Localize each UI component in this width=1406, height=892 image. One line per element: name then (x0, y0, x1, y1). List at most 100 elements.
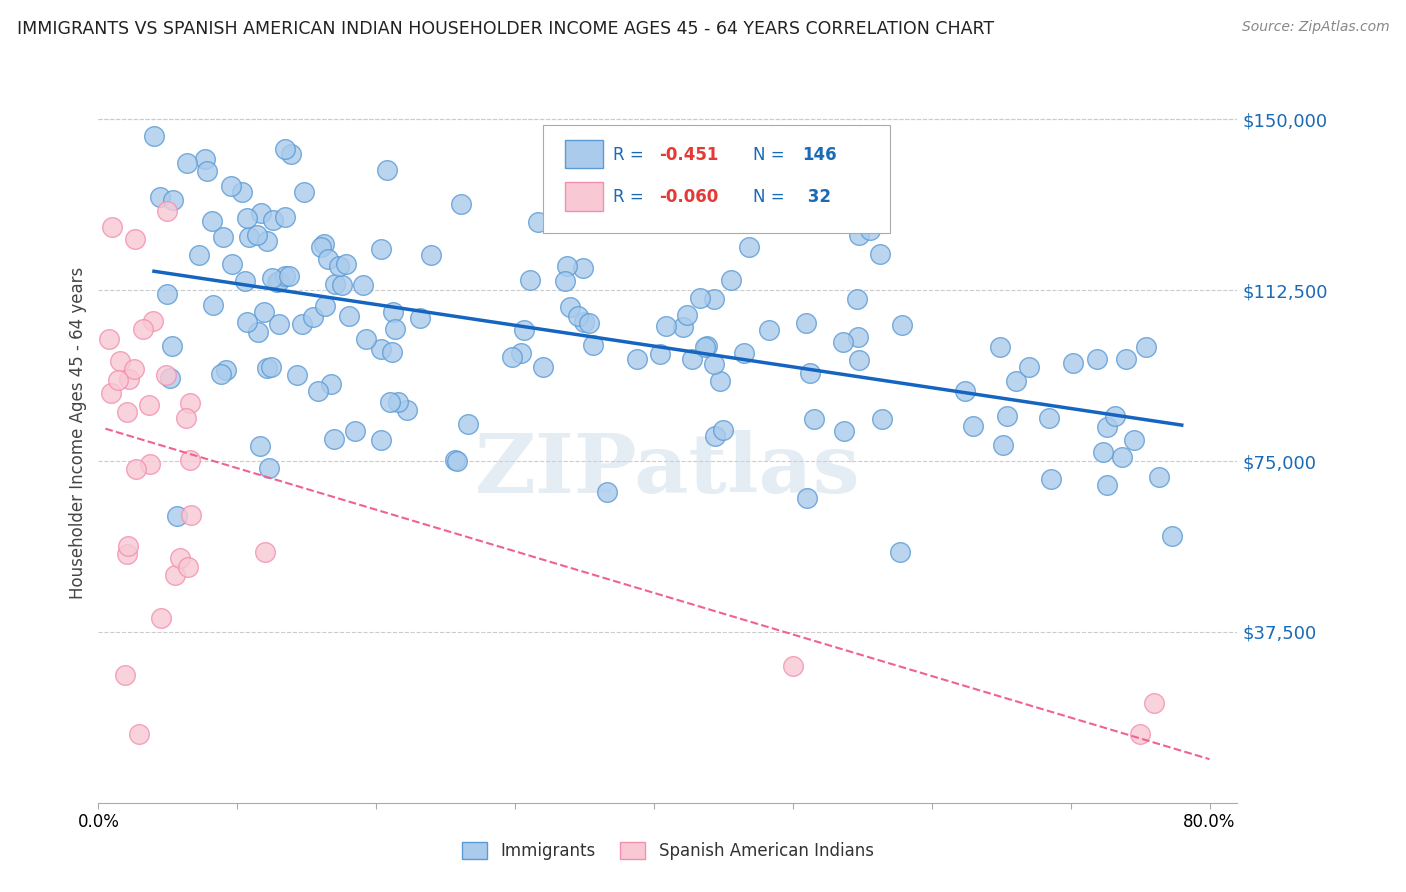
Point (110, 354, 132, 368)
Text: N =: N = (754, 146, 790, 164)
Point (711, 423, 734, 437)
Point (307, 384, 329, 399)
Text: Source: ZipAtlas.com: Source: ZipAtlas.com (1241, 20, 1389, 34)
Point (1143, 696, 1166, 710)
Text: 146: 146 (803, 146, 837, 164)
Point (330, 277, 353, 292)
Point (794, 316, 817, 330)
Point (375, 162, 398, 177)
FancyBboxPatch shape (565, 140, 603, 169)
Point (370, 343, 392, 357)
Point (889, 545, 911, 559)
Point (962, 418, 984, 433)
Point (115, 547, 138, 561)
Point (381, 305, 404, 319)
Point (1095, 420, 1118, 434)
Point (314, 299, 336, 313)
Text: N =: N = (754, 188, 790, 206)
Point (869, 247, 891, 261)
FancyBboxPatch shape (543, 126, 890, 233)
Point (266, 275, 288, 289)
Point (231, 185, 253, 199)
Point (254, 545, 277, 559)
Point (380, 395, 402, 409)
Point (582, 338, 605, 352)
Text: R =: R = (613, 146, 650, 164)
Point (720, 273, 742, 287)
Point (149, 190, 172, 204)
Point (831, 335, 853, 350)
Point (107, 373, 129, 387)
Point (799, 366, 821, 380)
Point (572, 315, 595, 329)
Point (292, 185, 315, 199)
Point (846, 330, 869, 344)
Point (384, 322, 406, 336)
Point (236, 315, 259, 329)
Point (1135, 341, 1157, 355)
Point (238, 230, 260, 244)
Point (219, 179, 242, 194)
Point (1161, 529, 1184, 543)
Point (758, 322, 780, 336)
Point (256, 360, 278, 375)
Point (177, 560, 200, 574)
Point (235, 211, 257, 225)
Point (352, 278, 374, 293)
Point (988, 340, 1011, 354)
Point (256, 235, 278, 249)
Point (676, 308, 699, 322)
Point (142, 314, 165, 328)
Point (165, 568, 187, 582)
Point (834, 424, 856, 438)
Point (501, 351, 523, 365)
Point (1005, 374, 1028, 388)
Point (194, 152, 217, 166)
Point (269, 274, 291, 288)
Point (221, 257, 243, 271)
Point (122, 361, 145, 376)
Point (273, 269, 295, 284)
Point (176, 410, 198, 425)
Point (1091, 444, 1114, 458)
Point (567, 310, 589, 324)
Point (124, 232, 146, 246)
Point (114, 668, 136, 682)
Point (195, 164, 218, 178)
Point (188, 248, 211, 262)
Point (132, 322, 155, 336)
Point (380, 344, 402, 359)
Point (572, 260, 595, 275)
Text: R =: R = (613, 188, 650, 206)
Point (704, 429, 727, 443)
Point (246, 227, 269, 242)
Text: 32: 32 (803, 188, 831, 206)
Point (457, 417, 479, 432)
Point (738, 240, 761, 254)
Point (97, 332, 120, 346)
Point (200, 213, 222, 227)
Point (212, 230, 235, 244)
Point (215, 363, 238, 377)
Point (370, 243, 392, 257)
Point (274, 142, 297, 156)
Point (370, 433, 392, 447)
Point (160, 338, 183, 352)
Point (291, 317, 314, 331)
Point (343, 424, 366, 438)
Point (995, 409, 1018, 424)
Legend: Immigrants, Spanish American Indians: Immigrants, Spanish American Indians (454, 834, 882, 869)
Point (655, 319, 678, 334)
Point (316, 252, 339, 267)
Point (446, 454, 468, 468)
Point (337, 309, 360, 323)
Point (560, 300, 582, 314)
Point (128, 727, 150, 741)
Point (176, 156, 198, 170)
Point (953, 384, 976, 398)
Point (387, 395, 409, 409)
Point (409, 310, 432, 325)
Text: -0.451: -0.451 (659, 146, 718, 164)
Point (155, 368, 177, 383)
Point (682, 352, 704, 367)
